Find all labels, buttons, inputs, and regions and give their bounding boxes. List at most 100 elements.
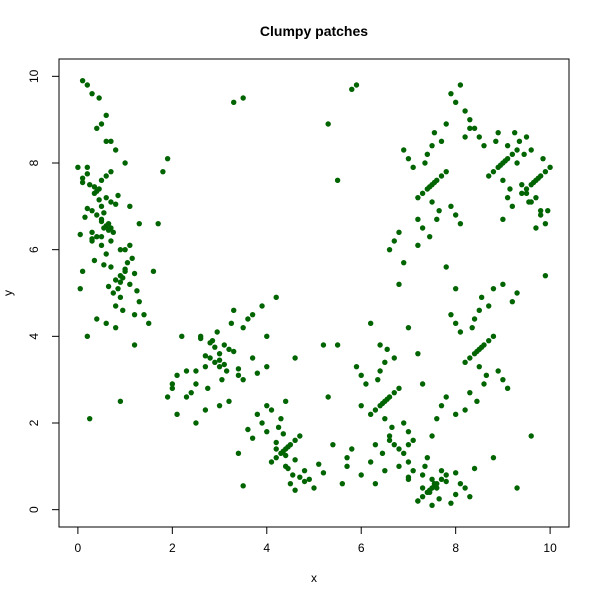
data-point (504, 194, 511, 201)
data-point (405, 474, 412, 480)
data-point (226, 398, 232, 405)
data-point (103, 223, 109, 229)
data-point (452, 411, 459, 418)
data-point (82, 214, 88, 220)
data-point (507, 186, 513, 192)
data-point (540, 155, 546, 162)
data-point (301, 478, 308, 485)
data-point (526, 199, 532, 205)
data-point (500, 216, 506, 223)
data-point (131, 311, 138, 318)
data-point (396, 446, 402, 452)
data-point (86, 181, 93, 188)
data-point (120, 307, 126, 314)
y-tick-label: 10 (27, 69, 41, 83)
data-point (415, 350, 421, 357)
data-point (434, 485, 440, 491)
data-point (164, 155, 171, 162)
data-point (391, 389, 397, 396)
data-point (235, 372, 242, 379)
data-point (476, 134, 482, 140)
data-point (523, 134, 530, 140)
data-point (486, 173, 492, 179)
data-point (127, 281, 133, 288)
data-point (363, 381, 369, 387)
data-point (273, 439, 279, 446)
data-point (358, 472, 364, 478)
data-point (101, 210, 107, 216)
data-point (443, 478, 449, 485)
data-point (422, 463, 428, 470)
data-point (396, 463, 402, 470)
data-point (292, 487, 298, 493)
data-point (481, 142, 487, 149)
data-point (367, 411, 374, 418)
data-point (476, 307, 482, 314)
data-point (382, 415, 388, 422)
data-point (202, 407, 209, 413)
data-point (415, 498, 421, 504)
data-point (509, 203, 516, 210)
data-point (249, 435, 256, 441)
data-point (462, 359, 468, 366)
data-point (103, 112, 109, 119)
data-point (108, 199, 114, 205)
data-point (495, 368, 501, 374)
data-point (316, 461, 322, 467)
data-point (500, 177, 506, 184)
data-point (514, 147, 520, 153)
y-tick-label: 8 (27, 159, 41, 166)
data-point (129, 255, 135, 262)
data-point (75, 164, 81, 171)
data-point (120, 275, 126, 281)
data-point (108, 168, 114, 175)
data-point (452, 320, 459, 327)
data-point (436, 496, 442, 502)
data-point (193, 368, 199, 374)
data-point (282, 398, 289, 405)
data-point (542, 168, 549, 175)
data-point (410, 164, 416, 171)
data-point (249, 355, 256, 361)
data-point (264, 402, 270, 409)
data-point (273, 294, 279, 301)
data-point (169, 381, 176, 387)
data-point (438, 402, 445, 409)
data-point (117, 398, 124, 405)
data-point (330, 441, 336, 448)
data-point (278, 415, 284, 422)
data-point (89, 207, 95, 214)
data-point (290, 472, 296, 478)
data-point (530, 179, 537, 186)
x-tick-label: 10 (543, 541, 557, 555)
data-point (509, 298, 516, 305)
data-point (419, 493, 426, 500)
data-point (379, 400, 386, 407)
data-point (457, 220, 464, 227)
data-point (325, 121, 331, 127)
data-point (86, 415, 93, 422)
data-point (207, 355, 213, 361)
data-point (122, 160, 128, 166)
data-point (131, 342, 138, 348)
data-point (434, 415, 440, 422)
data-point (94, 188, 100, 194)
data-point (216, 363, 223, 370)
data-point (429, 433, 435, 439)
data-point (500, 281, 506, 288)
data-point (89, 236, 95, 242)
data-point (94, 125, 100, 132)
data-point (91, 184, 98, 190)
data-point (79, 179, 86, 186)
data-point (419, 381, 426, 387)
data-point (77, 285, 83, 292)
data-point (424, 151, 431, 158)
data-point (504, 385, 511, 392)
data-point (401, 259, 407, 266)
data-point (84, 82, 91, 88)
data-point (443, 121, 449, 127)
data-point (221, 361, 227, 368)
data-point (174, 411, 180, 418)
